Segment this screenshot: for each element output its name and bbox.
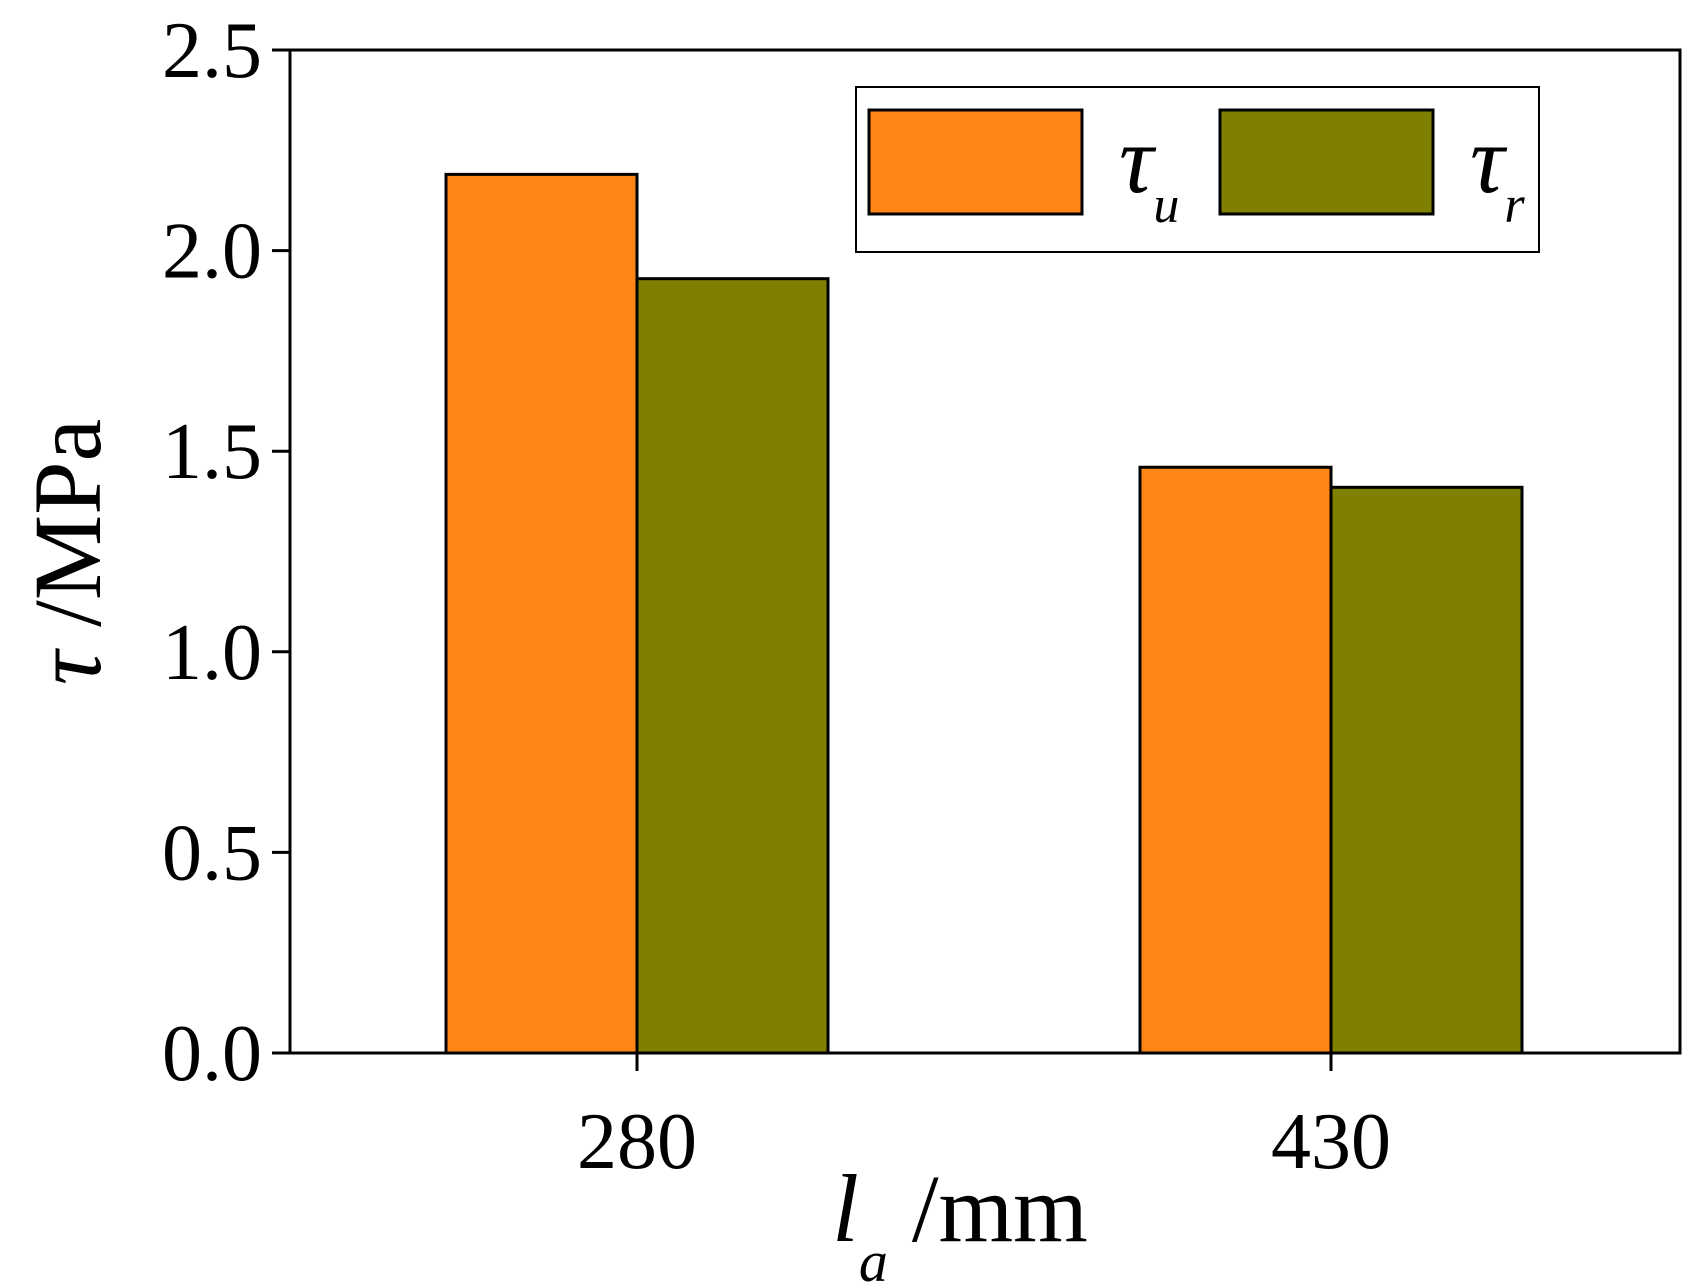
plot-frame: [288, 48, 1682, 1055]
y-tick-label: 2.0: [162, 208, 262, 296]
y-axis: 0.0 0.5 1.0 1.5 2.0 2.5: [162, 7, 290, 1098]
y-tick-label: 0.5: [162, 809, 262, 897]
legend-label-u: τu: [1119, 106, 1179, 234]
y-axis-symbol: τ: [14, 647, 121, 685]
bar-r-280: [635, 277, 830, 1055]
y-axis-unit: /MPa: [14, 419, 121, 651]
x-axis: 280 430: [577, 1053, 1391, 1186]
x-axis-unit: /mm: [888, 1155, 1088, 1262]
x-tick-label: 430: [1271, 1098, 1391, 1186]
x-axis-subscript: a: [859, 1229, 888, 1285]
legend: τu τr: [855, 86, 1540, 253]
x-axis-title: la /mm: [832, 1155, 1088, 1285]
bars-group: [444, 172, 1524, 1055]
legend-swatch-r: [1218, 108, 1435, 216]
bar-u-280: [444, 172, 639, 1055]
y-tick-label: 1.5: [162, 408, 262, 496]
x-tick-label: 280: [577, 1098, 697, 1186]
legend-swatch-u: [867, 108, 1084, 216]
bar-u-430: [1138, 465, 1333, 1055]
y-axis-title: τ /MPa: [14, 419, 121, 685]
x-axis-symbol: l: [832, 1155, 859, 1262]
legend-label-r: τr: [1470, 106, 1525, 234]
bar-r-430: [1329, 485, 1524, 1055]
y-tick-label: 1.0: [162, 609, 262, 697]
y-tick-label: 2.5: [162, 7, 262, 95]
y-tick-label: 0.0: [162, 1010, 262, 1098]
